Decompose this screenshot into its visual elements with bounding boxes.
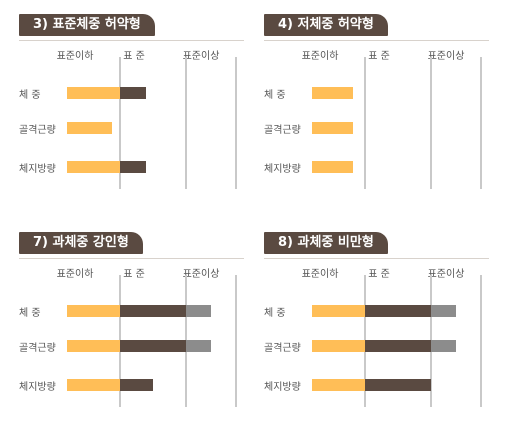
bar-standard	[365, 379, 431, 391]
bar-below-standard	[312, 340, 365, 352]
title-underline	[19, 40, 244, 41]
column-header: 표준이상	[427, 51, 465, 62]
bar-standard	[120, 87, 146, 99]
column-header: 표준이하	[301, 51, 339, 62]
column-header: 표준이상	[182, 51, 220, 62]
row-label: 체 중	[264, 90, 286, 101]
bar-below-standard	[312, 122, 353, 134]
bar-below-standard	[67, 379, 120, 391]
title-underline	[264, 258, 489, 259]
bar-above-standard	[431, 340, 456, 352]
zone-separator	[430, 57, 432, 189]
bar-above-standard	[186, 305, 211, 317]
zone-separator	[480, 275, 482, 407]
row-label: 체지방량	[19, 164, 56, 175]
panel-title: 3) 표준체중 허약형	[19, 14, 155, 36]
zone-separator	[235, 57, 237, 189]
column-header: 표준이하	[301, 269, 339, 280]
row-label: 체 중	[19, 308, 41, 319]
zone-separator	[235, 275, 237, 407]
row-label: 체지방량	[19, 382, 56, 393]
bar-below-standard	[67, 122, 112, 134]
row-label: 체 중	[264, 308, 286, 319]
bar-below-standard	[67, 305, 120, 317]
row-label: 골격근량	[19, 125, 56, 136]
zone-separator	[480, 57, 482, 189]
bar-below-standard	[67, 87, 120, 99]
zone-separator	[364, 57, 366, 189]
bar-standard	[120, 379, 153, 391]
panel-title: 4) 저체중 허약형	[264, 14, 388, 36]
zone-separator	[185, 57, 187, 189]
row-label: 체지방량	[264, 382, 301, 393]
bar-below-standard	[67, 340, 120, 352]
bar-below-standard	[67, 161, 120, 173]
bar-standard	[365, 340, 431, 352]
bar-standard	[120, 340, 186, 352]
bar-below-standard	[312, 305, 365, 317]
title-underline	[19, 258, 244, 259]
zone-separator	[119, 57, 121, 189]
bar-above-standard	[186, 340, 211, 352]
bar-below-standard	[312, 379, 365, 391]
bar-below-standard	[312, 87, 353, 99]
row-label: 골격근량	[264, 343, 301, 354]
bar-above-standard	[431, 305, 456, 317]
row-label: 체 중	[19, 90, 41, 101]
column-header: 표준이상	[182, 269, 220, 280]
title-underline	[264, 40, 489, 41]
bar-below-standard	[312, 161, 353, 173]
column-header: 표 준	[123, 269, 145, 280]
column-header: 표준이하	[56, 51, 94, 62]
column-header: 표 준	[123, 51, 145, 62]
bar-standard	[120, 305, 186, 317]
bar-standard	[120, 161, 146, 173]
row-label: 체지방량	[264, 164, 301, 175]
column-header: 표 준	[368, 269, 390, 280]
panel-title: 7) 과체중 강인형	[19, 232, 143, 254]
column-header: 표준이하	[56, 269, 94, 280]
bar-standard	[365, 305, 431, 317]
row-label: 골격근량	[19, 343, 56, 354]
row-label: 골격근량	[264, 125, 301, 136]
panel-title: 8) 과체중 비만형	[264, 232, 388, 254]
column-header: 표 준	[368, 51, 390, 62]
column-header: 표준이상	[427, 269, 465, 280]
